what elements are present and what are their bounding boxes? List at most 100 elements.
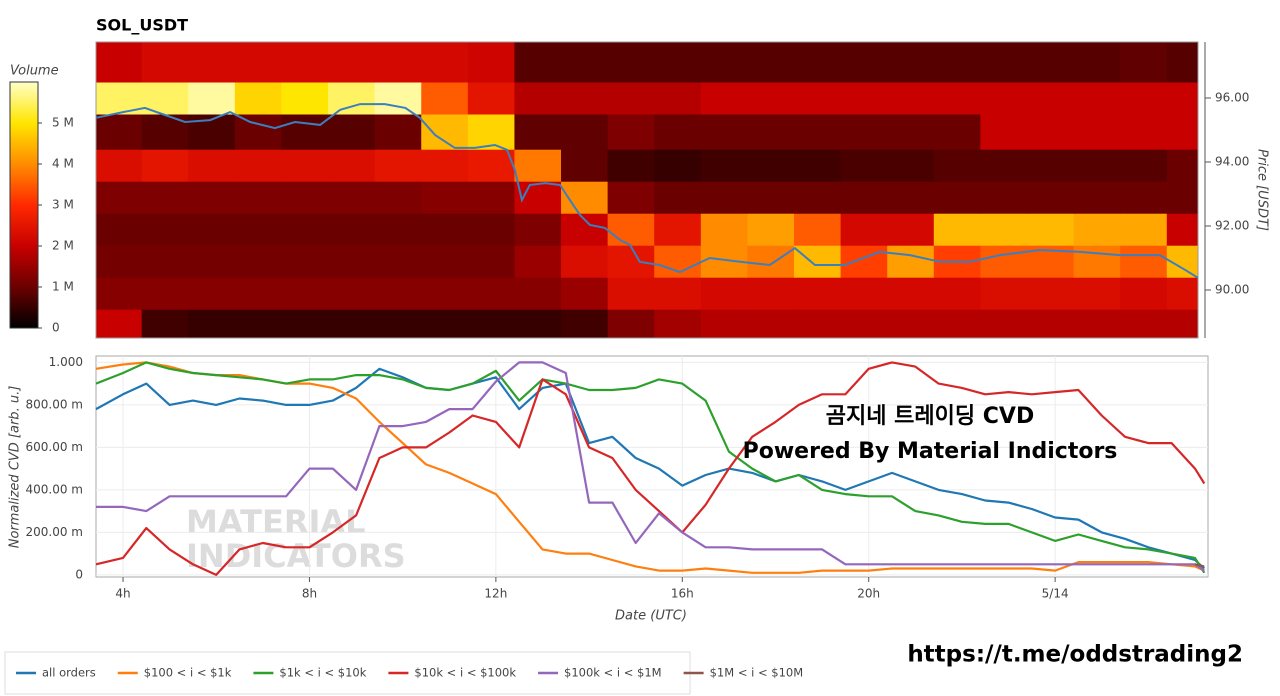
heat-cell	[1026, 309, 1075, 339]
heat-cell	[561, 277, 609, 310]
heat-cell	[1120, 114, 1168, 150]
heat-cell	[96, 181, 143, 214]
heat-cell	[141, 213, 189, 246]
heat-cell	[234, 42, 282, 83]
heat-cell	[234, 277, 282, 310]
heat-cell	[374, 213, 422, 246]
heat-cell	[561, 42, 609, 83]
heat-cell	[747, 213, 795, 246]
x-axis-label: Date (UTC)	[615, 609, 687, 624]
heat-cell	[794, 277, 842, 310]
heat-cell	[700, 42, 748, 83]
heat-cell	[980, 181, 1028, 214]
heat-cell	[328, 181, 376, 214]
heat-cell	[607, 245, 655, 278]
heat-cell	[700, 82, 748, 115]
y-tick-label: 0	[75, 567, 83, 581]
heat-cell	[141, 277, 189, 310]
heat-cell	[1166, 82, 1199, 115]
series-line	[95, 361, 1206, 574]
heat-cell	[1166, 277, 1199, 310]
series-line	[95, 361, 1206, 576]
heat-cell	[747, 114, 795, 150]
heat-cell	[1073, 213, 1121, 246]
heatmap-frame	[95, 41, 1199, 339]
heat-cell	[188, 245, 236, 278]
heat-cell	[514, 309, 562, 339]
heat-cell	[933, 82, 981, 115]
heat-cell	[467, 114, 515, 150]
heat-cell	[607, 181, 655, 214]
heat-cell	[607, 82, 655, 115]
heat-cell	[467, 213, 515, 246]
heat-cell	[467, 82, 515, 115]
series-line	[96, 361, 1205, 572]
heat-cell	[1166, 42, 1199, 83]
price-line	[95, 103, 1199, 279]
heat-cell	[188, 149, 236, 182]
heat-cell	[234, 309, 282, 339]
heat-cell	[1026, 114, 1075, 150]
heat-cell	[980, 149, 1028, 182]
colorbar-tick-label: 3 M	[52, 198, 74, 212]
heat-cell	[328, 114, 376, 150]
heat-cell	[607, 309, 655, 339]
heat-cell	[840, 245, 888, 278]
heat-cell	[421, 277, 469, 310]
heat-cell	[1166, 114, 1199, 150]
heat-cell	[141, 114, 189, 150]
heat-cell	[234, 114, 282, 150]
heat-cell	[421, 309, 469, 339]
heat-cell	[281, 245, 329, 278]
heat-cell	[654, 82, 702, 115]
price-tick-label: 92.00	[1215, 219, 1249, 233]
colorbar-tick-label: 1 M	[52, 280, 74, 294]
heat-cell	[700, 213, 748, 246]
heat-cell	[607, 277, 655, 310]
heat-cell	[933, 309, 981, 339]
heat-cell	[188, 42, 236, 83]
heat-cell	[747, 149, 795, 182]
cvd-plot	[95, 356, 1208, 577]
heat-cell	[1120, 149, 1168, 182]
series-line	[1194, 563, 1205, 568]
heat-cell	[1073, 309, 1121, 339]
heat-cell	[794, 114, 842, 150]
legend-label: $100 < i < $1k	[144, 666, 232, 680]
heat-cell	[980, 245, 1028, 278]
heat-cell	[328, 42, 376, 83]
heat-cell	[421, 245, 469, 278]
heat-cell	[1026, 149, 1075, 182]
heat-cell	[933, 181, 981, 214]
heat-cell	[421, 42, 469, 83]
heat-cell	[421, 181, 469, 214]
colorbar-tick-label: 2 M	[52, 239, 74, 253]
heat-cell	[467, 181, 515, 214]
heat-cell	[328, 213, 376, 246]
colorbar-tick-label: 5 M	[52, 116, 74, 130]
heat-cell	[467, 245, 515, 278]
heat-cell	[700, 181, 748, 214]
heat-cell	[607, 114, 655, 150]
legend-label: $1M < i < $10M	[710, 666, 804, 680]
heat-cell	[514, 42, 562, 83]
watermark-text: INDICATORS	[186, 537, 406, 575]
heat-cell	[700, 309, 748, 339]
heat-cell	[514, 245, 562, 278]
heat-cell	[887, 114, 935, 150]
heat-cell	[141, 245, 189, 278]
heat-cell	[234, 181, 282, 214]
heat-cell	[1073, 181, 1121, 214]
heat-cell	[607, 42, 655, 83]
heat-cell	[234, 82, 282, 115]
heat-cell	[654, 213, 702, 246]
heat-cell	[328, 149, 376, 182]
heat-cell	[980, 309, 1028, 339]
heat-cell	[1073, 42, 1121, 83]
y-tick-label: 1.000	[49, 355, 83, 369]
y-tick-label: 200.00 m	[26, 525, 84, 539]
heat-cell	[234, 213, 282, 246]
heat-cell	[747, 309, 795, 339]
heat-cell	[514, 277, 562, 310]
heat-cell	[514, 149, 562, 182]
